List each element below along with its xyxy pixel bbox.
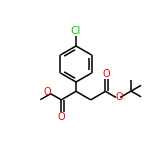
Text: O: O [57,112,65,122]
Text: O: O [43,87,51,97]
Text: Cl: Cl [71,26,81,36]
Text: O: O [116,92,123,102]
Text: O: O [102,69,110,79]
